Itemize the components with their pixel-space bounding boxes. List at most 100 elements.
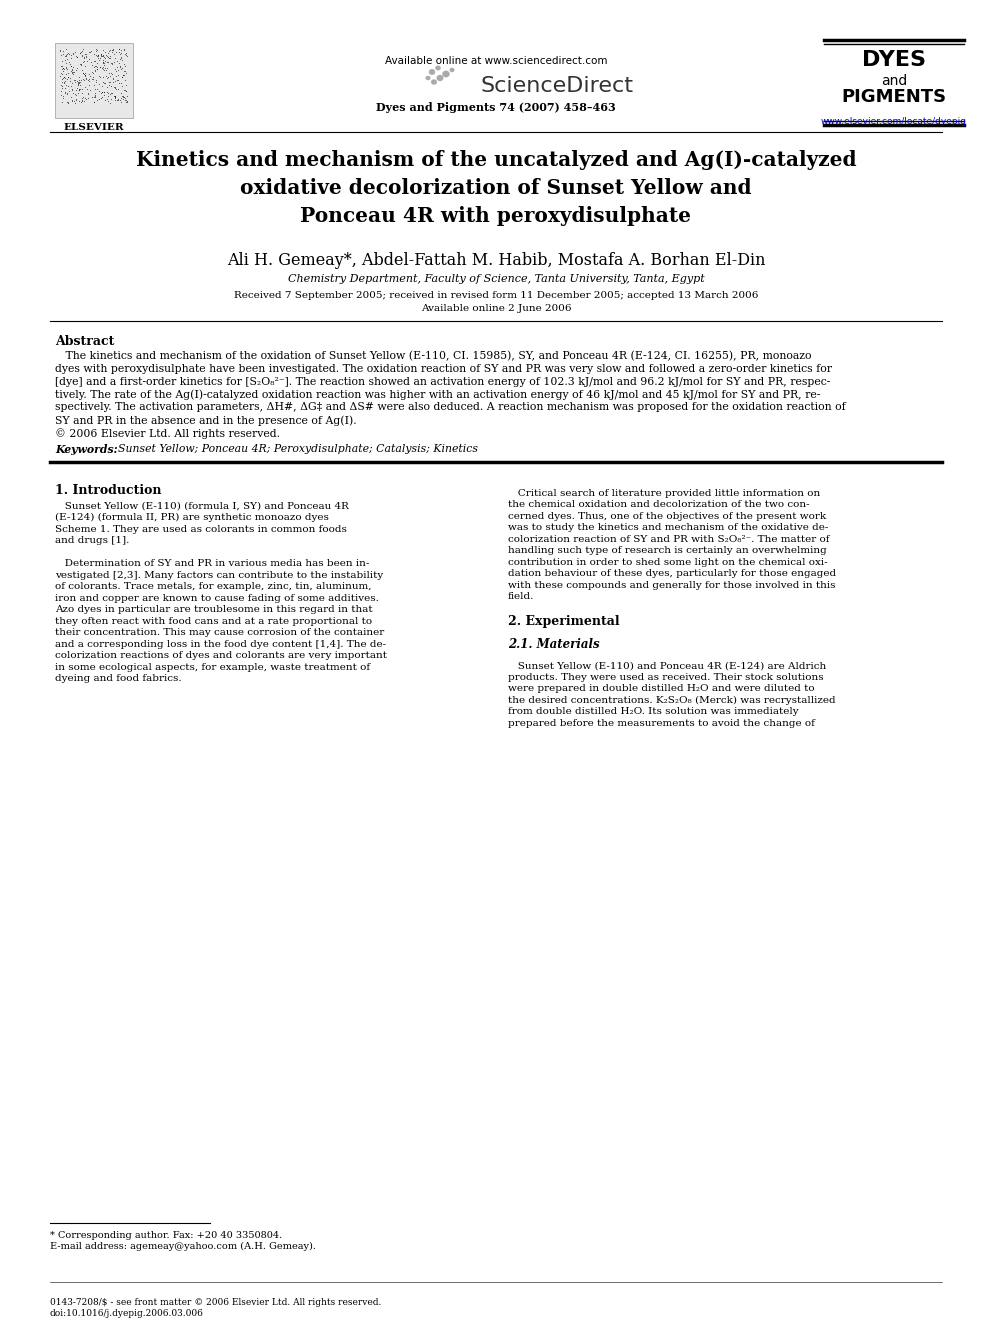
- Point: [90, 45, 106, 66]
- Point: [99, 89, 115, 110]
- Point: [87, 50, 103, 71]
- Text: with these compounds and generally for those involved in this: with these compounds and generally for t…: [508, 581, 835, 590]
- Point: [94, 46, 110, 67]
- Point: [86, 86, 102, 107]
- Text: Sunset Yellow (E-110) (formula I, SY) and Ponceau 4R: Sunset Yellow (E-110) (formula I, SY) an…: [55, 501, 349, 511]
- Point: [96, 85, 112, 106]
- Point: [71, 90, 87, 111]
- Point: [100, 52, 116, 73]
- Point: [107, 90, 123, 111]
- Point: [75, 87, 91, 108]
- Point: [54, 64, 69, 85]
- Text: PIGMENTS: PIGMENTS: [841, 89, 946, 106]
- Point: [81, 64, 97, 85]
- Point: [96, 81, 112, 102]
- Point: [54, 71, 69, 93]
- Point: [70, 75, 86, 97]
- Point: [54, 81, 69, 102]
- Point: [106, 44, 122, 65]
- Point: [95, 58, 111, 79]
- Point: [63, 90, 79, 111]
- Text: were prepared in double distilled H₂O and were diluted to: were prepared in double distilled H₂O an…: [508, 684, 814, 693]
- Point: [99, 82, 115, 103]
- Point: [118, 42, 134, 64]
- Point: [64, 73, 80, 94]
- Point: [100, 71, 116, 93]
- Point: [115, 65, 131, 86]
- Text: Ponceau 4R with peroxydisulphate: Ponceau 4R with peroxydisulphate: [301, 206, 691, 226]
- Point: [59, 49, 74, 70]
- Point: [63, 56, 79, 77]
- Point: [81, 74, 97, 95]
- Point: [100, 82, 116, 103]
- Point: [89, 89, 105, 110]
- Point: [113, 73, 129, 94]
- Point: [62, 53, 77, 74]
- Point: [80, 49, 96, 70]
- Point: [90, 45, 106, 66]
- Point: [113, 40, 129, 61]
- Point: [107, 86, 123, 107]
- Point: [104, 38, 120, 60]
- Text: Ali H. Gemeay*, Abdel-Fattah M. Habib, Mostafa A. Borhan El-Din: Ali H. Gemeay*, Abdel-Fattah M. Habib, M…: [227, 251, 765, 269]
- Point: [94, 75, 110, 97]
- Point: [62, 56, 78, 77]
- Point: [98, 45, 114, 66]
- Text: (E-124) (formula II, PR) are synthetic monoazo dyes: (E-124) (formula II, PR) are synthetic m…: [55, 513, 329, 523]
- Point: [69, 46, 85, 67]
- Point: [95, 46, 111, 67]
- Text: 1. Introduction: 1. Introduction: [55, 484, 162, 496]
- Point: [83, 52, 99, 73]
- Point: [93, 87, 109, 108]
- Text: and a corresponding loss in the food dye content [1,4]. The de-: and a corresponding loss in the food dye…: [55, 639, 386, 648]
- Point: [54, 83, 69, 105]
- Ellipse shape: [436, 75, 443, 81]
- Point: [117, 90, 133, 111]
- Point: [118, 75, 134, 97]
- Point: [95, 53, 111, 74]
- Point: [115, 86, 131, 107]
- Point: [65, 44, 81, 65]
- Point: [73, 78, 89, 99]
- Point: [79, 50, 95, 71]
- Point: [73, 91, 89, 112]
- Ellipse shape: [449, 67, 454, 73]
- Point: [119, 86, 135, 107]
- Text: cerned dyes. Thus, one of the objectives of the present work: cerned dyes. Thus, one of the objectives…: [508, 512, 826, 520]
- Text: SY and PR in the absence and in the presence of Ag(I).: SY and PR in the absence and in the pres…: [55, 415, 357, 426]
- Point: [96, 52, 112, 73]
- Point: [61, 44, 76, 65]
- Point: [113, 58, 129, 79]
- Text: E-mail address: agemeay@yahoo.com (A.H. Gemeay).: E-mail address: agemeay@yahoo.com (A.H. …: [50, 1242, 316, 1252]
- Point: [92, 44, 108, 65]
- Point: [114, 66, 130, 87]
- Point: [54, 44, 69, 65]
- Point: [86, 82, 102, 103]
- Point: [74, 41, 90, 62]
- Text: Determination of SY and PR in various media has been in-: Determination of SY and PR in various me…: [55, 560, 369, 568]
- Text: was to study the kinetics and mechanism of the oxidative de-: was to study the kinetics and mechanism …: [508, 523, 828, 532]
- Ellipse shape: [431, 79, 437, 85]
- Point: [80, 70, 96, 91]
- Point: [57, 71, 72, 93]
- Point: [100, 66, 116, 87]
- Point: [59, 74, 74, 95]
- Point: [77, 46, 93, 67]
- Point: [81, 69, 97, 90]
- Text: Scheme 1. They are used as colorants in common foods: Scheme 1. They are used as colorants in …: [55, 525, 347, 533]
- Point: [86, 44, 102, 65]
- Point: [59, 38, 74, 60]
- Point: [107, 87, 123, 108]
- Point: [93, 44, 109, 65]
- Text: Available online 2 June 2006: Available online 2 June 2006: [421, 304, 571, 314]
- Point: [114, 49, 130, 70]
- Point: [53, 74, 68, 95]
- Point: [71, 73, 87, 94]
- Point: [112, 48, 128, 69]
- Point: [92, 48, 108, 69]
- Point: [98, 60, 114, 81]
- Point: [73, 54, 89, 75]
- Point: [107, 46, 123, 67]
- Point: [83, 41, 99, 62]
- Point: [113, 42, 129, 64]
